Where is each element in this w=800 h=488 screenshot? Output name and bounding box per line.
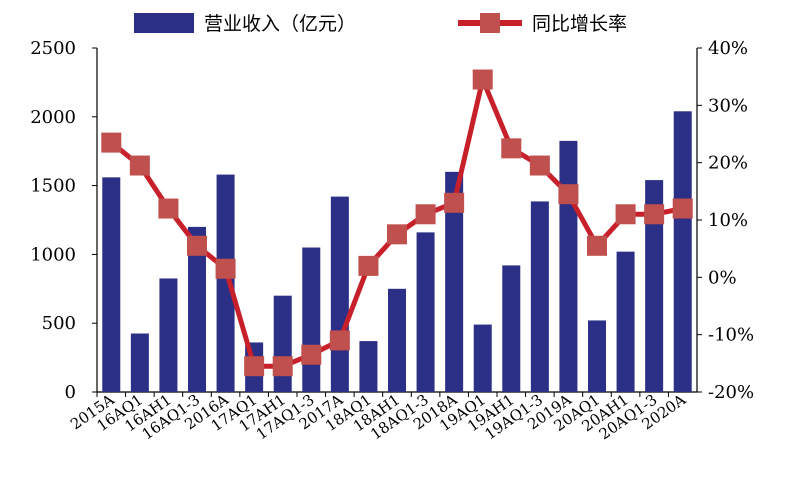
bar-19AQ1-3 xyxy=(530,201,549,392)
growth-marker-16AQ1 xyxy=(129,155,150,176)
growth-marker-20AQ1-3 xyxy=(644,204,665,225)
axes: 0 500 1000 1500 2000 2500 -20% -10% 0% 10% 20% 30% 4… xyxy=(30,38,754,403)
growth-marker-17AQ1 xyxy=(244,356,265,377)
growth-marker-20AQ1 xyxy=(587,235,607,256)
bar-18AQ1-3 xyxy=(416,232,435,392)
bar-16AH1 xyxy=(159,278,178,392)
bar-2018A xyxy=(445,171,464,392)
growth-marker-18AQ1 xyxy=(358,255,379,276)
growth-marker-19AQ1 xyxy=(472,69,493,90)
bar-18AQ1 xyxy=(359,341,378,392)
bar-17AQ1-3 xyxy=(302,247,321,392)
left-tick-label: 1500 xyxy=(30,176,76,197)
left-tick-label: 1000 xyxy=(30,244,76,265)
bar-series xyxy=(102,111,692,393)
bar-2020A xyxy=(673,111,692,393)
growth-marker-2015A xyxy=(101,132,122,153)
left-tick-label: 500 xyxy=(42,313,76,334)
legend-line-label: 同比增长率 xyxy=(532,13,627,35)
growth-marker-2019A xyxy=(558,184,579,205)
left-tick-label: 2500 xyxy=(30,38,76,59)
left-tick-label: 2000 xyxy=(30,107,76,128)
growth-marker-2020A xyxy=(672,198,693,219)
bar-19AH1 xyxy=(502,265,521,392)
bar-16AQ1 xyxy=(130,333,149,392)
bar-20AQ1 xyxy=(588,320,606,392)
growth-marker-2017A xyxy=(329,330,350,351)
right-tick-label: 10% xyxy=(708,210,748,231)
growth-marker-17AH1 xyxy=(272,356,293,377)
right-tick-label: 30% xyxy=(708,95,748,116)
growth-marker-2018A xyxy=(444,192,465,213)
legend-bar-swatch xyxy=(134,13,194,33)
right-tick-label: -20% xyxy=(708,382,754,403)
bar-18AH1 xyxy=(388,288,406,392)
bar-2017A xyxy=(330,196,349,392)
right-tick-label: 40% xyxy=(708,38,748,59)
bar-20AH1 xyxy=(616,251,635,392)
right-tick-label: 20% xyxy=(708,153,748,174)
growth-marker-16AQ1-3 xyxy=(187,235,207,256)
right-tick-label: -10% xyxy=(708,325,754,346)
bar-2015A xyxy=(102,177,121,392)
legend-bar-label: 营业收入（亿元） xyxy=(204,13,356,35)
growth-marker-20AH1 xyxy=(615,204,636,225)
legend: 营业收入（亿元） 同比增长率 xyxy=(134,13,627,35)
growth-marker-16AH1 xyxy=(158,198,179,219)
growth-marker-18AQ1-3 xyxy=(415,204,436,225)
bar-2019A xyxy=(559,140,578,392)
growth-marker-19AH1 xyxy=(501,138,522,159)
growth-marker-2016A xyxy=(215,258,236,279)
legend-line-marker xyxy=(480,13,500,33)
growth-marker-18AH1 xyxy=(387,224,407,245)
bar-19AQ1 xyxy=(473,324,492,392)
x-axis-labels: 2015A16AQ116AH116AQ1-32016A17AQ117AH117A… xyxy=(67,390,689,443)
bar-2016A xyxy=(216,174,235,392)
bar-17AH1 xyxy=(273,295,292,392)
bar-20AQ1-3 xyxy=(645,180,664,392)
line-series xyxy=(101,69,693,377)
growth-marker-17AQ1-3 xyxy=(301,344,322,365)
bar-16AQ1-3 xyxy=(188,226,206,392)
growth-marker-19AQ1-3 xyxy=(529,155,550,176)
right-tick-label: 0% xyxy=(708,267,737,288)
left-tick-label: 0 xyxy=(65,382,76,403)
